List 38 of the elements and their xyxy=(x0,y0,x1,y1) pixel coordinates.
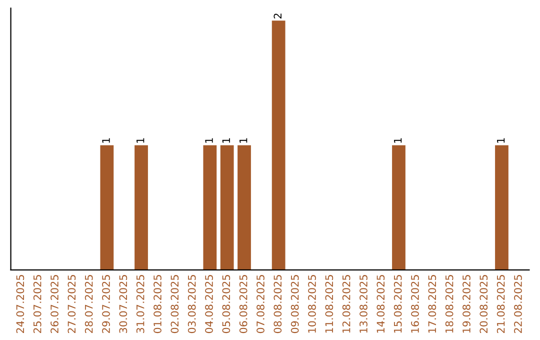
x-tick-label: 30.07.2025 xyxy=(119,275,128,333)
x-tick-label: 20.08.2025 xyxy=(480,275,488,334)
data-label: 1 xyxy=(497,138,505,143)
x-tick-label: 19.08.2025 xyxy=(462,275,470,333)
x-tick-label: 09.08.2025 xyxy=(290,275,299,334)
data-label: 1 xyxy=(102,138,110,143)
x-tick-label: 17.08.2025 xyxy=(428,275,436,333)
data-label: 1 xyxy=(222,138,230,143)
x-tick-label: 07.08.2025 xyxy=(256,275,264,334)
x-tick-label: 13.08.2025 xyxy=(360,275,368,333)
x-tick-label: 11.08.2025 xyxy=(325,275,334,333)
x-tick-label: 01.08.2025 xyxy=(154,275,162,334)
x-tick-label: 26.07.2025 xyxy=(50,275,58,334)
x-tick-label: 16.08.2025 xyxy=(411,275,419,333)
x-tick-label: 05.08.2025 xyxy=(222,275,230,334)
data-label: 2 xyxy=(274,14,282,18)
x-tick-label: 12.08.2025 xyxy=(342,275,350,333)
x-tick-label: 28.07.2025 xyxy=(84,275,93,334)
data-label: 1 xyxy=(136,138,144,143)
data-label: 1 xyxy=(394,138,402,143)
x-tick-label: 04.08.2025 xyxy=(205,275,213,334)
x-tick-label: 27.07.2025 xyxy=(68,275,76,334)
data-label: 1 xyxy=(240,138,248,143)
x-tick-label: 22.08.2025 xyxy=(514,275,522,334)
x-tick-label: 02.08.2025 xyxy=(170,275,179,334)
x-tick-label: 29.07.2025 xyxy=(102,275,110,334)
x-tick-label: 10.08.2025 xyxy=(308,275,316,333)
x-tick-label: 14.08.2025 xyxy=(376,275,385,333)
x-tick-label: 24.07.2025 xyxy=(16,275,24,334)
x-tick-label: 03.08.2025 xyxy=(188,275,196,334)
data-label: 1 xyxy=(205,138,213,143)
x-tick-label: 15.08.2025 xyxy=(394,275,402,333)
x-tick-label: 08.08.2025 xyxy=(274,275,282,334)
x-tick-label: 25.07.2025 xyxy=(33,275,42,334)
x-tick-label: 31.07.2025 xyxy=(136,275,144,333)
x-tick-label: 21.08.2025 xyxy=(496,275,505,334)
x-tick-label: 18.08.2025 xyxy=(445,275,454,333)
x-tick-label: 06.08.2025 xyxy=(239,275,248,334)
